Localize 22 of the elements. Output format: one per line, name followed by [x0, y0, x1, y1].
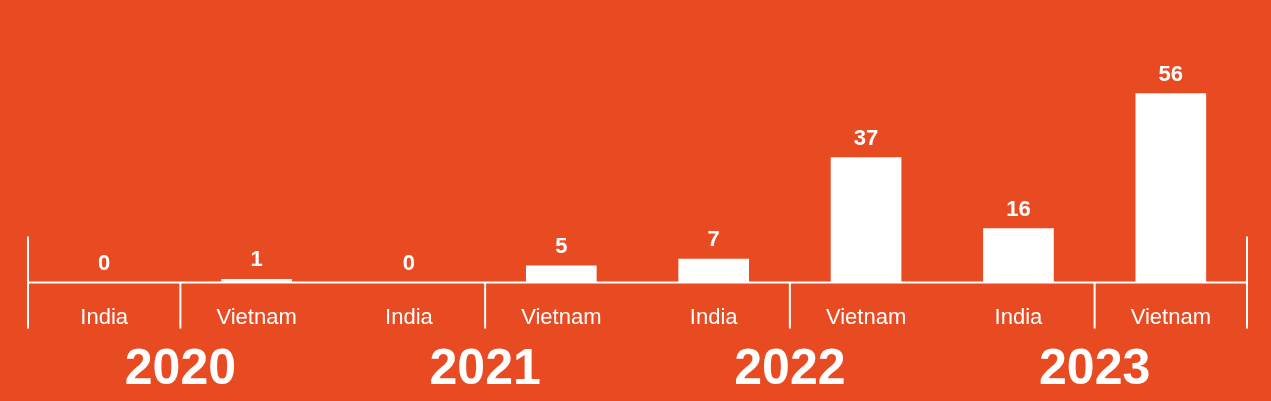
data-label: 37	[853, 124, 879, 150]
x-tick-label: Vietnam	[216, 303, 297, 329]
text: 2020	[124, 338, 236, 395]
x-tick-label: India	[994, 303, 1044, 329]
data-label: 5	[555, 232, 568, 258]
data-label: 1	[250, 246, 263, 272]
bar	[678, 258, 750, 283]
data-label: 56	[1158, 60, 1184, 86]
data-label: 16	[1006, 195, 1031, 221]
data-label: 0	[98, 249, 111, 275]
x-tick-label: Vietnam	[825, 303, 907, 329]
x-tick-label: Vietnam	[521, 303, 602, 329]
bar	[525, 265, 597, 283]
data-label: 7	[707, 226, 720, 252]
x-tick-label: Vietnam	[1130, 303, 1211, 329]
data-label: 0	[402, 249, 416, 275]
x-tick-label: India	[689, 303, 739, 329]
text: 2023	[1039, 338, 1151, 395]
text: 2022	[734, 338, 846, 395]
text: 2021	[429, 338, 541, 395]
x-tick-label: India	[80, 303, 129, 329]
x-tick-label: India	[385, 303, 434, 329]
